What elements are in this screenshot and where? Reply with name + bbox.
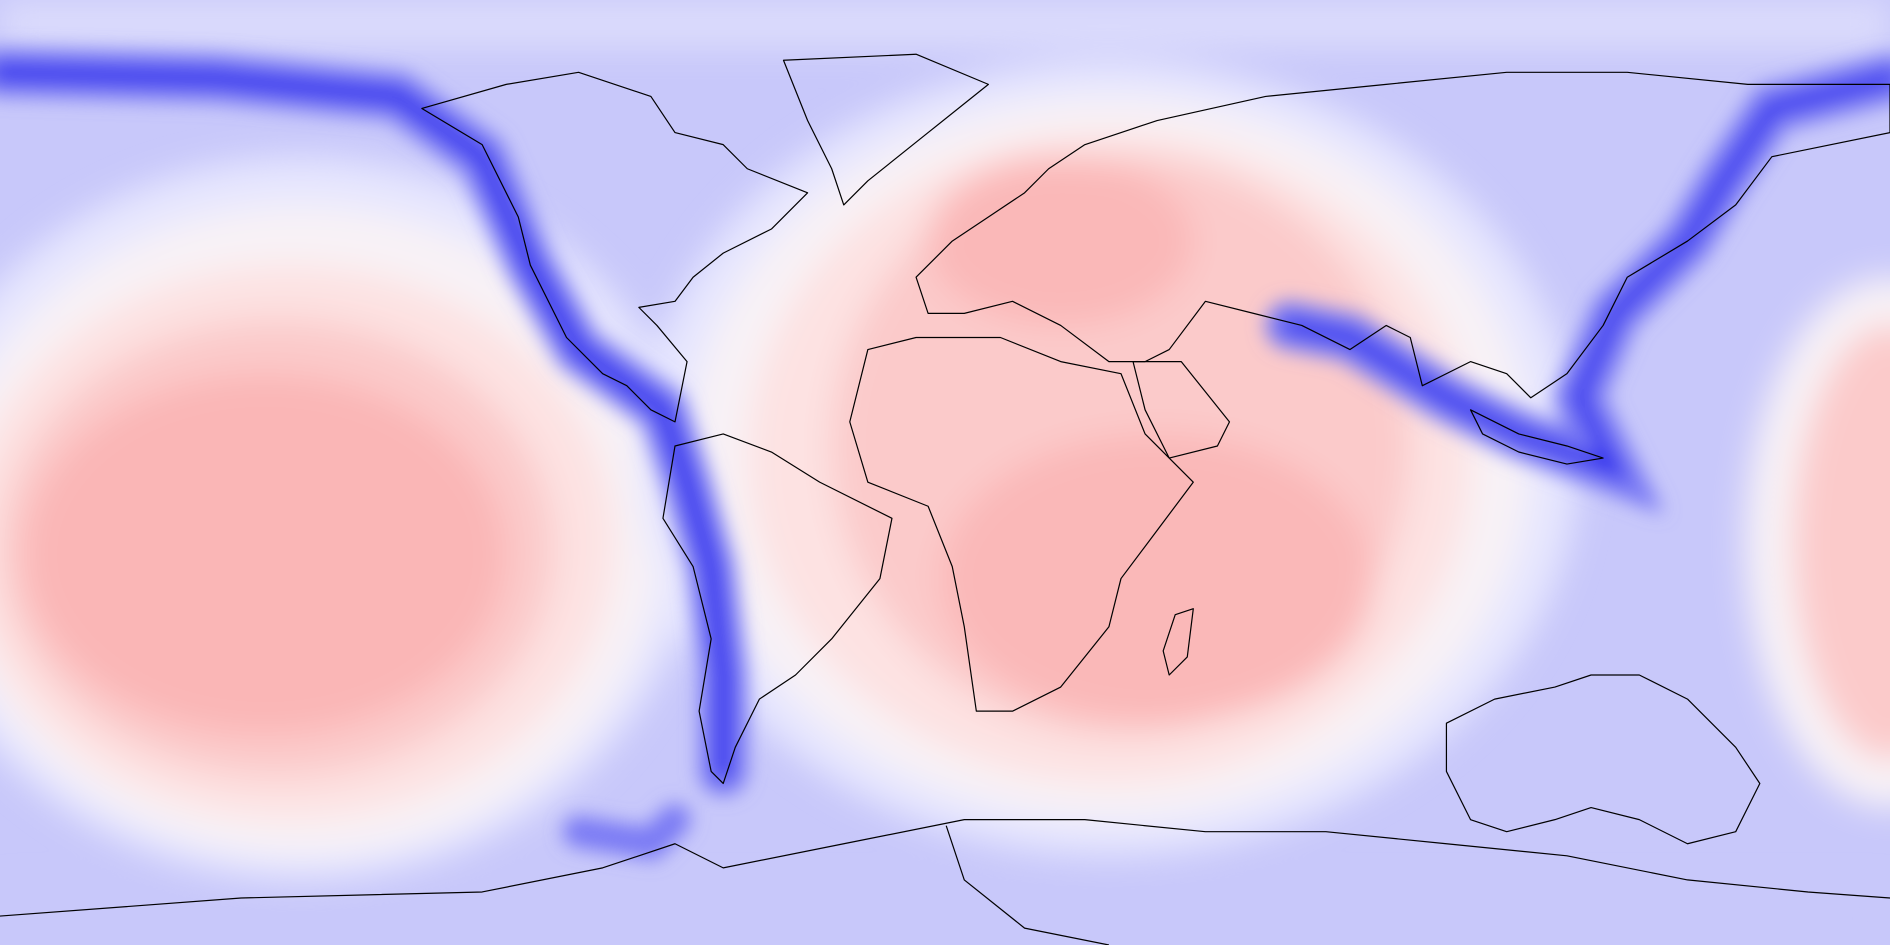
madagascar: [1162, 608, 1194, 676]
coastlines: [0, 53, 1890, 945]
north-america: [421, 71, 809, 423]
south-america: [662, 433, 893, 785]
eurasia: [915, 71, 1890, 399]
antarctic-meridian: [945, 825, 1110, 945]
greenland: [782, 53, 989, 206]
arabia: [1132, 361, 1231, 459]
australia: [1445, 674, 1761, 845]
africa: [849, 336, 1194, 712]
antarctica: [0, 819, 1890, 917]
indonesia: [1469, 409, 1604, 465]
